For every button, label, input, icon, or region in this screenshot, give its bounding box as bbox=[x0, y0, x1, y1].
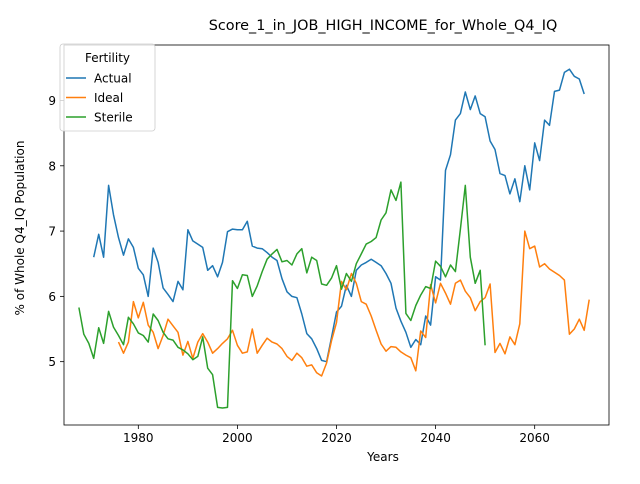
x-tick-label: 2020 bbox=[321, 431, 352, 445]
legend-box bbox=[59, 43, 156, 132]
y-tick-label: 8 bbox=[48, 159, 56, 173]
legend-label-sterile: Sterile bbox=[94, 111, 133, 125]
chart-title: Score_1_in_JOB_HIGH_INCOME_for_Whole_Q4_… bbox=[209, 18, 558, 34]
y-axis-ticks: 5 6 7 8 9 bbox=[48, 94, 64, 369]
x-axis-label: Years bbox=[366, 450, 399, 464]
y-axis-label: % of Whole Q4_IQ Population bbox=[13, 141, 27, 316]
legend-title: Fertility bbox=[85, 51, 130, 65]
legend-label-ideal: Ideal bbox=[94, 91, 123, 105]
y-tick-label: 9 bbox=[48, 94, 56, 108]
legend-label-actual: Actual bbox=[94, 72, 132, 86]
x-tick-label: 2060 bbox=[519, 431, 550, 445]
y-tick-label: 6 bbox=[48, 290, 56, 304]
series-line-sterile bbox=[78, 181, 486, 409]
series-line-ideal bbox=[117, 230, 590, 377]
legend: Fertility Actual Ideal Sterile bbox=[59, 43, 156, 132]
x-tick-label: 2000 bbox=[222, 431, 253, 445]
series-line-actual bbox=[92, 68, 585, 363]
x-tick-label: 1980 bbox=[123, 431, 154, 445]
x-tick-label: 2040 bbox=[420, 431, 451, 445]
series-layer bbox=[78, 68, 590, 409]
y-tick-label: 5 bbox=[48, 355, 56, 369]
x-axis-ticks: 1980 2000 2020 2040 2060 bbox=[123, 425, 550, 445]
legend-items: Actual Ideal Sterile bbox=[66, 72, 133, 125]
y-tick-label: 7 bbox=[48, 225, 56, 239]
